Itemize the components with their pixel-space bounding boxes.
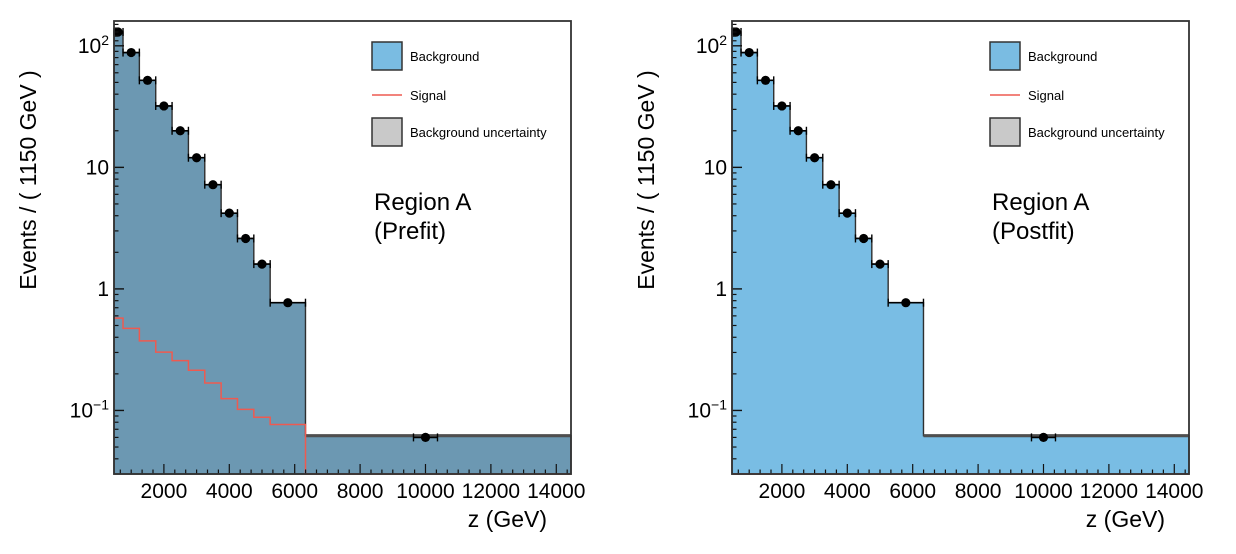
data-point-marker: [744, 47, 754, 58]
legend-uncertainty-swatch: [989, 117, 1021, 147]
data-point-marker: [241, 233, 251, 244]
plot-frame: [731, 20, 1190, 475]
data-point-marker: [1038, 432, 1049, 443]
legend-background-swatch: [989, 41, 1021, 71]
plot-frame: [113, 20, 572, 475]
y-axis-title: Events / ( 1150 GeV ): [15, 70, 41, 289]
region-label-line1: Region A: [374, 189, 471, 216]
x-tick-label: 14000: [527, 480, 585, 503]
data-point-marker: [826, 180, 836, 190]
y-tick-label: 1: [97, 278, 109, 301]
region-annotation: Region A(Prefit): [374, 189, 471, 245]
y-tick-label: 10−1: [688, 396, 728, 422]
y-axis: 102 10 1 10−1 Events / ( 1150 GeV ): [15, 23, 124, 460]
data-points: [731, 27, 1057, 443]
x-tick-label: 14000: [1145, 480, 1203, 503]
background-histogram: [113, 31, 572, 475]
x-axis: 2000 4000 6000 8000 10000 12000 14000 z (GeV): [119, 464, 585, 532]
x-axis-title: z (GeV): [468, 506, 547, 532]
y-axis: 102 10 1 10−1 Events / ( 1150 GeV ): [633, 23, 742, 460]
data-point-marker: [793, 126, 803, 136]
y-tick-label: 1: [715, 278, 727, 301]
x-axis-title: z (GeV): [1086, 506, 1165, 532]
region-label-line2: (Postfit): [992, 218, 1075, 245]
x-tick-label: 12000: [462, 480, 520, 503]
data-point-marker: [760, 75, 771, 85]
x-tick-label: 6000: [889, 480, 936, 503]
data-point-marker: [777, 101, 787, 111]
y-tick-label: 102: [78, 32, 109, 58]
x-tick-label: 10000: [1014, 480, 1072, 503]
y-tick-label: 102: [696, 32, 727, 58]
data-point-marker: [142, 75, 153, 85]
postfit-panel: 2000 4000 6000 8000 10000 12000 14000 z (GeV) 10…: [618, 0, 1236, 554]
y-tick-label: 10: [704, 156, 727, 179]
x-tick-label: 8000: [337, 480, 384, 503]
legend-signal-label: Signal: [1028, 88, 1064, 103]
data-point-marker: [420, 432, 431, 443]
legend-signal-label: Signal: [410, 88, 446, 103]
prefit-panel: 2000 4000 6000 8000 10000 12000 14000 z (GeV) 10…: [15, 20, 585, 532]
legend-uncertainty-label: Background uncertainty: [410, 125, 547, 140]
data-point-marker: [842, 208, 852, 218]
x-tick-label: 2000: [759, 480, 806, 503]
postfit-chart: 2000 4000 6000 8000 10000 12000 14000 z (GeV) 10…: [633, 20, 1203, 532]
x-tick-label: 4000: [824, 480, 871, 503]
legend-uncertainty-label: Background uncertainty: [1028, 125, 1165, 140]
legend: Background Signal Background uncertainty: [371, 41, 547, 147]
x-tick-label: 10000: [396, 480, 454, 503]
data-point-marker: [875, 259, 885, 269]
data-point-marker: [809, 153, 820, 163]
x-tick-label: 4000: [206, 480, 253, 503]
data-point-marker: [126, 47, 136, 58]
legend-background-label: Background: [1028, 49, 1097, 64]
data-point-marker: [159, 101, 169, 111]
legend-background-label: Background: [410, 49, 479, 64]
legend-uncertainty-swatch: [371, 117, 403, 147]
x-tick-label: 6000: [271, 480, 318, 503]
legend: Background Signal Background uncertainty: [989, 41, 1165, 147]
x-tick-label: 12000: [1080, 480, 1138, 503]
x-tick-label: 2000: [141, 480, 188, 503]
legend-background-swatch: [371, 41, 403, 71]
data-point-marker: [859, 233, 869, 244]
data-point-marker: [175, 126, 185, 136]
region-annotation: Region A(Postfit): [992, 189, 1089, 245]
y-tick-label: 10−1: [70, 396, 110, 422]
y-axis-title: Events / ( 1150 GeV ): [633, 70, 659, 289]
data-point-marker: [257, 259, 267, 269]
prefit-chart: 2000 4000 6000 8000 10000 12000 14000 z (GeV) 10…: [15, 20, 585, 532]
region-label-line2: (Prefit): [374, 218, 446, 245]
data-point-marker: [224, 208, 234, 218]
data-point-marker: [283, 298, 293, 308]
signal-histogram: [114, 317, 571, 475]
background-histogram: [731, 31, 1190, 475]
data-point-marker: [191, 153, 202, 163]
y-tick-label: 10: [86, 156, 109, 179]
data-point-marker: [901, 298, 911, 308]
region-label-line1: Region A: [992, 189, 1089, 216]
x-tick-label: 8000: [955, 480, 1002, 503]
data-point-marker: [208, 180, 218, 190]
